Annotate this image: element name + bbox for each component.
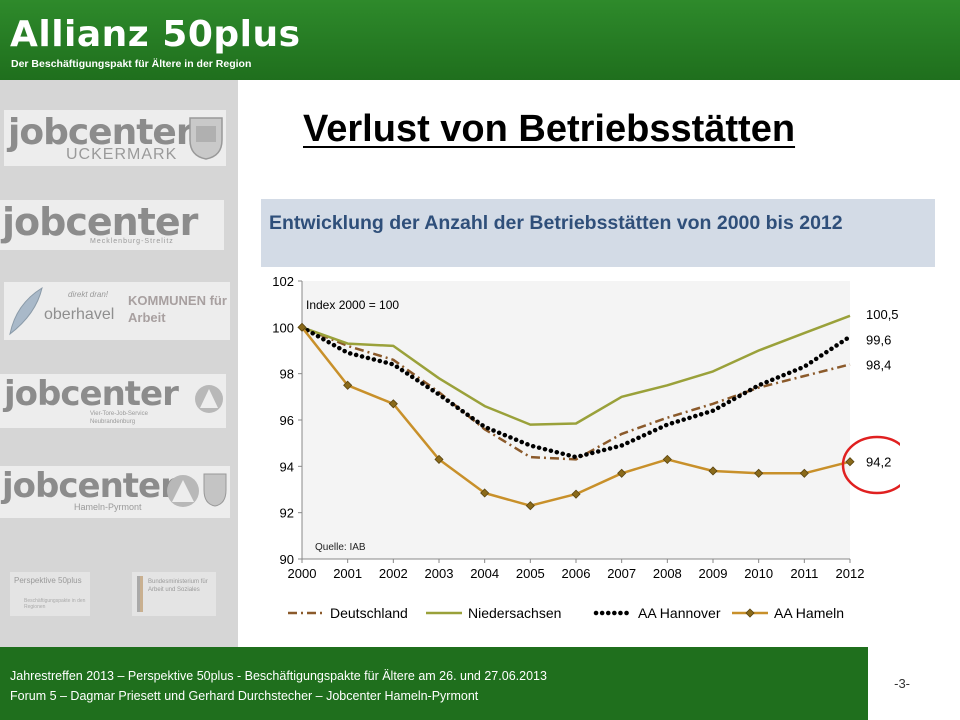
data-point-marker [754,468,764,478]
logo-subtitle: Vier-Tore-Job-Service Neubrandenburg [90,411,148,425]
logo-jobcenter-mecklenburg-strelitz: jobcenter Mecklenburg-Strelitz [0,200,224,250]
footer-banner: Jahrestreffen 2013 – Perspektive 50plus … [0,647,868,720]
x-tick-label: 2009 [699,566,728,581]
x-tick-label: 2005 [516,566,545,581]
x-tick-label: 2004 [470,566,499,581]
logo-jobcenter-uckermark: jobcenter UCKERMARK [4,110,226,166]
series-line-deutschland [301,326,851,461]
logo-wordmark: oberhavel [44,306,115,323]
slide-title: Verlust von Betriebsstätten [303,108,796,150]
data-point-marker [297,322,307,332]
footer-line-1: Jahrestreffen 2013 – Perspektive 50plus … [10,669,547,683]
coat-of-arms-icon [203,473,227,507]
x-tick-label: 2006 [562,566,591,581]
y-tick-label: 94 [280,459,294,474]
y-tick-label: 102 [272,274,294,289]
data-point-marker [480,488,490,498]
brand-subtitle: Der Beschäftigungspakt für Ältere in der… [11,58,252,70]
legend-marker [745,608,755,618]
partner-logo-strip: jobcenter UCKERMARK jobcenter Mecklenbur… [0,80,238,647]
data-point-marker [343,380,353,390]
logo-wordmark: Bundesministerium für Arbeit und Soziale… [148,579,208,593]
data-point-marker [388,399,398,409]
x-tick-label: 2003 [425,566,454,581]
data-point-marker [617,468,627,478]
x-tick-label: 2010 [744,566,773,581]
logo-jobcenter-hameln-pyrmont: jobcenter Hameln-Pyrmont [0,466,230,518]
legend-label: Deutschland [330,605,408,621]
data-point-marker [708,466,718,476]
logo-jobcenter-neubrandenburg: jobcenter Vier-Tore-Job-Service Neubrand… [0,374,226,428]
logo-tagline: direkt dran! [68,290,109,299]
legend-label: AA Hameln [774,605,844,621]
slide-number: -3- [894,676,910,691]
feather-icon [9,286,43,336]
arrow-a-icon [167,475,199,507]
y-tick-label: 98 [280,367,294,382]
logo-subtitle: KOMMUNEN für Arbeit [128,293,227,325]
legend-label: AA Hannover [638,605,721,621]
x-tick-label: 2002 [379,566,408,581]
x-tick-label: 2007 [607,566,636,581]
legend-label: Niedersachsen [468,605,561,621]
chart-title: Entwicklung der Anzahl der Betriebsstätt… [269,212,843,234]
coat-of-arms-icon [189,117,223,160]
chart-heading-banner: Entwicklung der Anzahl der Betriebsstätt… [261,199,935,267]
source-note: Quelle: IAB [315,542,366,553]
y-tick-label: 90 [280,552,294,567]
series-end-label: 100,5 [866,307,899,322]
logo-wordmark: jobcenter [2,200,198,244]
logo-perspektive-50plus: Perspektive 50plus Beschäftigungspakte i… [10,572,90,616]
series-line-aa-hannover [299,325,853,460]
y-tick-label: 96 [280,413,294,428]
logo-subtitle: Mecklenburg-Strelitz [90,238,174,245]
eagle-icon [137,576,143,612]
y-tick-label: 100 [272,320,294,335]
logo-bmas: Bundesministerium für Arbeit und Soziale… [132,572,216,616]
footer-line-2: Forum 5 – Dagmar Priesett und Gerhard Du… [10,689,479,703]
logo-oberhavel-kommunen: direkt dran! oberhavel KOMMUNEN für Arbe… [4,282,230,340]
data-point-marker [662,454,672,464]
data-point-marker [799,468,809,478]
brand-title: Allianz 50plus [10,14,301,55]
highlight-circle [841,435,900,495]
line-chart: 90 92 94 96 98 100 102 2000 2001 2002 2003 2004 200… [272,274,900,621]
series-end-label: 99,6 [866,333,891,348]
logo-subtitle: Beschäftigungspakte in den Regionen [24,598,86,610]
arrow-a-icon [195,385,223,413]
x-tick-label: 2011 [790,566,818,581]
header-banner: Allianz 50plus Der Beschäftigungspakt fü… [0,0,960,80]
series-line-niedersachsen [301,314,851,426]
data-point-marker [845,457,855,467]
logo-wordmark: jobcenter [2,466,177,506]
x-tick-label: 2000 [288,566,317,581]
logo-wordmark: Perspektive 50plus [14,576,82,585]
x-tick-label: 2012 [836,566,865,581]
plot-area [302,281,850,559]
series-end-label: 98,4 [866,357,891,372]
x-tick-label: 2001 [333,566,362,581]
data-point-marker [525,501,535,511]
logo-subtitle: UCKERMARK [66,146,178,163]
logo-wordmark: jobcenter [4,374,179,414]
logo-subtitle: Hameln-Pyrmont [74,502,142,512]
y-tick-label: 92 [280,506,294,521]
data-point-marker [434,454,444,464]
logo-wordmark: jobcenter [8,112,194,153]
series-end-label: 94,2 [866,455,891,470]
x-tick-label: 2008 [653,566,682,581]
index-annotation: Index 2000 = 100 [306,298,399,312]
data-point-marker [571,489,581,499]
